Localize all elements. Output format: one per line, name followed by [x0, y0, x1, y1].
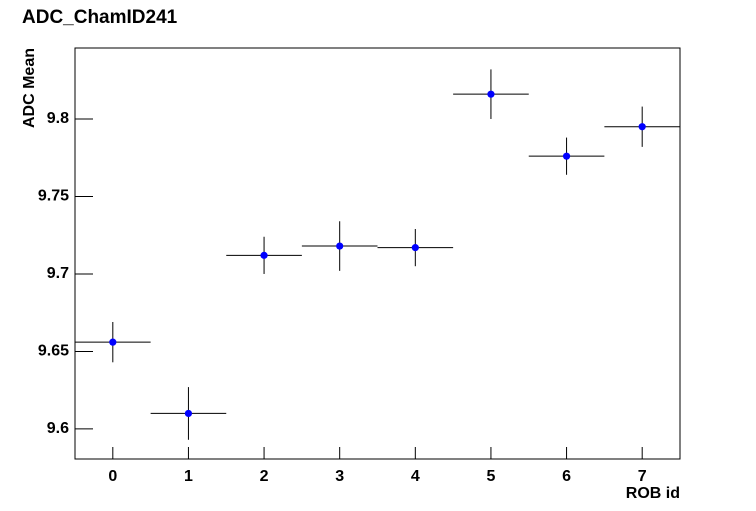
x-tick-label: 6 [562, 468, 571, 485]
plot-frame [74, 47, 681, 460]
y-tick-label: 9.75 [38, 188, 69, 205]
y-tick-label: 9.6 [47, 420, 69, 437]
y-tick-label: 9.65 [38, 343, 69, 360]
y-tick-label: 9.7 [47, 265, 69, 282]
point [638, 123, 646, 131]
x-tick-label: 1 [184, 468, 193, 485]
point [109, 338, 117, 346]
y-tick-label: 9.8 [47, 110, 69, 127]
chart-title: ADC_ChamID241 [22, 7, 178, 28]
x-tick-label: 7 [638, 468, 647, 485]
point [184, 409, 193, 418]
y-axis-title: ADC Mean [21, 48, 38, 128]
point [562, 152, 571, 160]
x-tick-label: 2 [260, 468, 269, 485]
x-tick-label: 0 [108, 468, 117, 485]
point [487, 90, 495, 98]
x-axis-title: ROB id [626, 485, 680, 502]
point [260, 251, 268, 259]
x-tick-label: 4 [411, 468, 420, 485]
x-tick-label: 5 [486, 468, 495, 485]
x-tick-label: 3 [335, 468, 344, 485]
point [411, 244, 419, 252]
point [336, 242, 344, 250]
